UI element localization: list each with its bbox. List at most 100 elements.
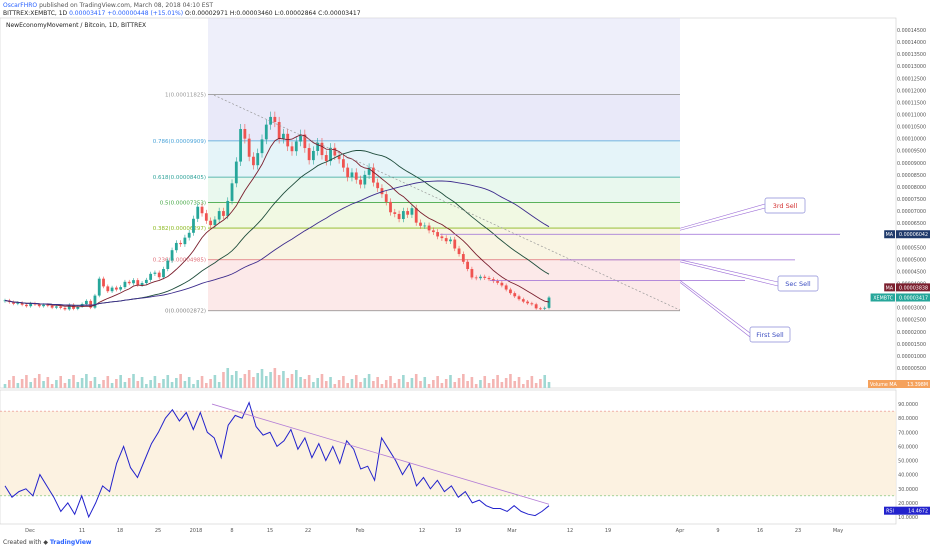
time-axis-tick: May <box>833 528 843 534</box>
annotation-first-sell-leader <box>679 282 751 338</box>
volume-bar <box>119 375 122 388</box>
volume-bar <box>324 381 328 388</box>
volume-bar <box>235 371 238 388</box>
candle-body <box>406 211 410 215</box>
volume-bar <box>419 381 422 388</box>
rsi-value-badge: 14.4672 <box>908 509 928 515</box>
price-axis-tick: 0.00012000 <box>897 88 926 94</box>
price-pane-border <box>0 17 897 389</box>
rsi-value-badge-bg <box>896 506 930 515</box>
volume-bar <box>247 370 251 388</box>
ma-badge-2-bg <box>896 283 930 292</box>
volume-bar <box>483 376 487 388</box>
candle-body <box>474 277 478 279</box>
time-axis-tick: 18 <box>117 528 123 534</box>
volume-bar <box>466 381 469 388</box>
last-price-badge-bg <box>896 293 930 302</box>
annotation-3rd-sell-box <box>764 197 806 214</box>
volume-badge-bg <box>868 380 930 388</box>
volume-bar <box>3 384 7 388</box>
time-axis-tick: 12 <box>567 528 573 534</box>
volume-bar <box>46 377 50 388</box>
last-price-text: 0.00003417 <box>69 10 106 17</box>
candle-body <box>410 208 414 215</box>
candle-body <box>102 278 105 287</box>
volume-bar <box>393 383 397 388</box>
volume-bar <box>547 382 551 388</box>
author-link[interactable]: OscarFHRO <box>3 2 38 9</box>
volume-bar <box>145 384 148 388</box>
candle-body <box>337 155 341 160</box>
time-axis-tick: 25 <box>155 528 161 534</box>
candle-body <box>55 306 58 308</box>
candle-body <box>414 208 418 223</box>
candle-body <box>97 278 101 296</box>
volume-bar <box>239 378 242 388</box>
candle-body <box>513 293 517 297</box>
candle-body <box>384 194 388 202</box>
candle-body <box>436 232 440 237</box>
candle-body <box>192 218 195 233</box>
candle-body <box>500 282 504 286</box>
volume-bar <box>449 375 452 388</box>
volume-bar <box>136 381 140 388</box>
fib-level-label: 0.5(0.00007353) <box>160 201 206 207</box>
candle-body <box>196 206 200 219</box>
candle-body <box>367 167 371 175</box>
candle-body <box>504 285 508 290</box>
candle-body <box>166 260 170 270</box>
candle-body <box>157 272 161 278</box>
time-axis-tick: 23 <box>795 528 801 534</box>
chart-title: NewEconomyMovement / Bitcoin, 1D, BITTRE… <box>6 22 147 29</box>
time-axis-tick: 16 <box>757 528 763 534</box>
annotation-first-sell: First Sell <box>756 331 784 339</box>
chart-canvas[interactable]: 1(0.00011825) 0.786(0.00009909) 0.618(0.00… <box>0 0 932 538</box>
volume-bar <box>406 382 409 388</box>
candle-body <box>307 148 311 161</box>
volume-bar <box>183 381 187 388</box>
price-axis-tick: 0.00010500 <box>897 125 926 131</box>
price-axis-tick: 0.00011000 <box>897 113 926 119</box>
tradingview-brand[interactable]: TradingView <box>49 539 92 546</box>
fib-band <box>208 259 680 311</box>
candle-body <box>123 281 127 288</box>
candle-body <box>114 287 118 290</box>
volume-bar <box>200 376 204 388</box>
candle-body <box>294 141 298 152</box>
volume-bar <box>354 375 358 388</box>
volume-bar <box>33 378 37 388</box>
volume-bar <box>127 378 131 388</box>
time-axis-tick: 19 <box>605 528 611 534</box>
rsi-axis-tick: 60.0000 <box>898 444 918 450</box>
candle-body <box>204 213 208 221</box>
volume-bar <box>260 369 264 388</box>
ma-slow-line <box>4 180 550 306</box>
volume-bar <box>110 383 114 388</box>
candle-body <box>239 128 242 162</box>
annotation-3rd-sell: 3rd Sell <box>773 202 798 210</box>
candle-body <box>29 303 33 307</box>
candle-body <box>25 304 28 307</box>
volume-bar <box>316 378 319 388</box>
volume-bar <box>132 374 135 388</box>
volume-bar <box>269 372 272 388</box>
last-price-badge-tag-bg <box>870 293 895 302</box>
candle-body <box>93 295 97 308</box>
price-axis-tick: 0.00005500 <box>897 245 926 251</box>
volume-bar <box>457 378 461 388</box>
volume-bar <box>427 384 431 388</box>
candle-body <box>487 277 491 280</box>
ma-badge-1: 0.00006042 <box>899 232 928 238</box>
annotation-sec-sell: Sec Sell <box>785 280 811 288</box>
volume-bar <box>59 376 62 388</box>
volume-bar <box>89 381 92 388</box>
volume-bar <box>153 376 157 388</box>
fib-level-label: 0.236(0.00004985) <box>153 258 206 264</box>
candle-body <box>290 146 294 152</box>
volume-bar <box>342 376 345 388</box>
fib-level-label: 0.786(0.00009909) <box>153 139 206 145</box>
volume-bar <box>303 379 307 388</box>
time-axis-tick: 11 <box>79 528 85 534</box>
volume-bar <box>264 376 268 388</box>
volume-bar <box>282 371 285 388</box>
